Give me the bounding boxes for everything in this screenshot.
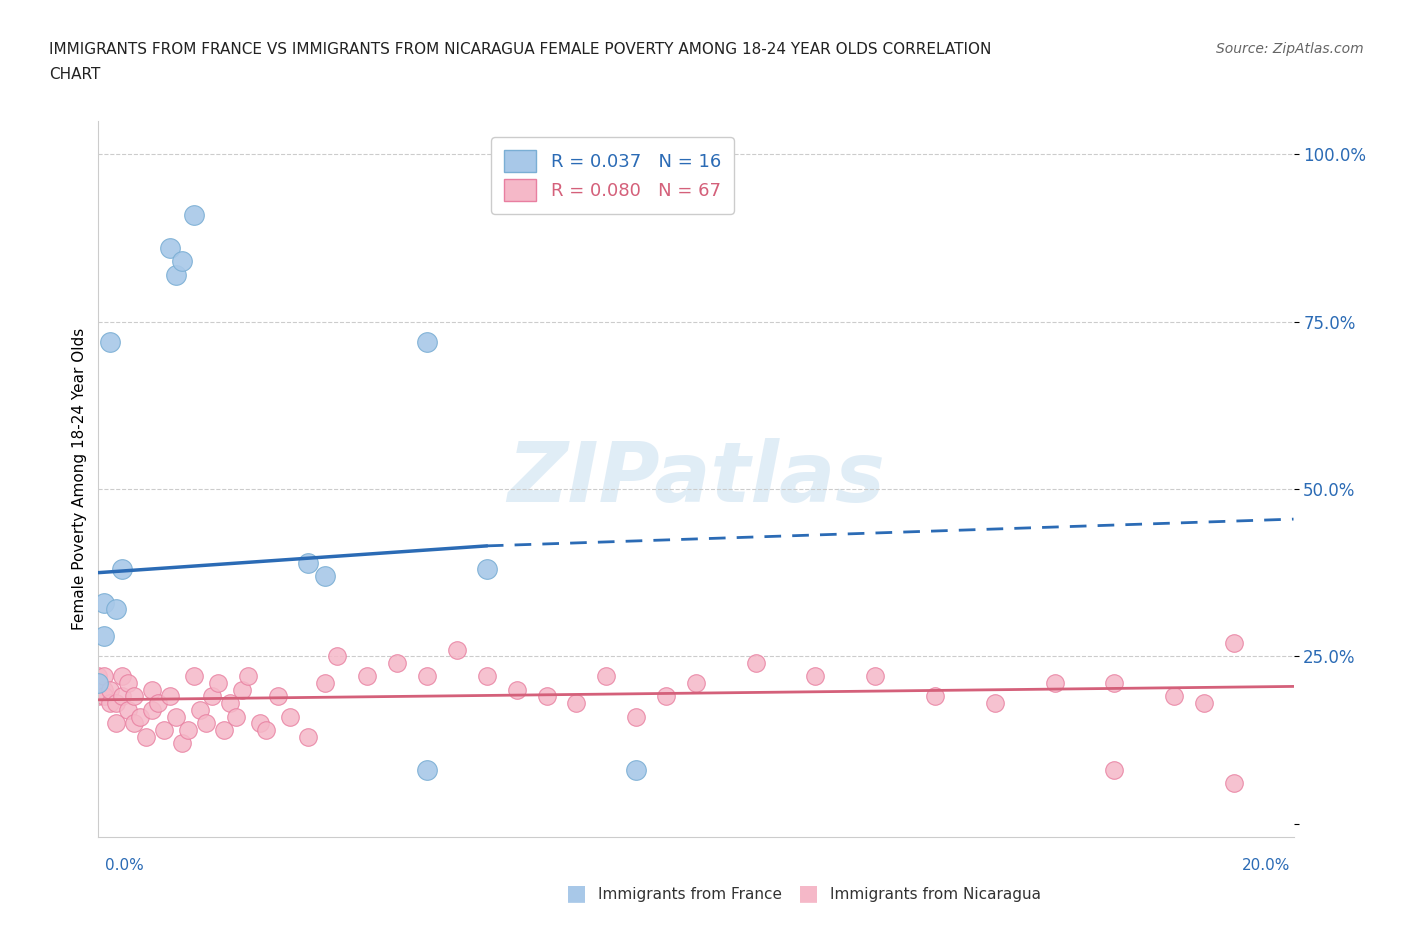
Point <box>385 656 409 671</box>
Point <box>1043 675 1066 690</box>
Point <box>105 696 128 711</box>
Point <box>315 568 337 583</box>
Point <box>87 669 110 684</box>
Point <box>446 643 468 658</box>
Point <box>135 729 157 744</box>
Point <box>165 709 187 724</box>
Point <box>148 696 170 711</box>
Point <box>105 716 128 731</box>
Point <box>207 675 229 690</box>
Point <box>231 683 253 698</box>
Point <box>117 702 139 717</box>
Text: ■: ■ <box>567 883 586 903</box>
Point <box>865 669 887 684</box>
Point <box>165 268 187 283</box>
Point <box>1223 776 1246 790</box>
Point <box>141 702 163 717</box>
Point <box>111 669 134 684</box>
Point <box>506 683 529 698</box>
Point <box>356 669 378 684</box>
Point <box>93 669 115 684</box>
Point <box>93 683 115 698</box>
Point <box>745 656 768 671</box>
Point <box>626 709 648 724</box>
Point <box>595 669 617 684</box>
Y-axis label: Female Poverty Among 18-24 Year Olds: Female Poverty Among 18-24 Year Olds <box>72 328 87 631</box>
Point <box>183 669 205 684</box>
Point <box>188 702 211 717</box>
Point <box>536 689 558 704</box>
Point <box>111 689 134 704</box>
Point <box>225 709 247 724</box>
Point <box>297 729 319 744</box>
Point <box>924 689 946 704</box>
Point <box>219 696 242 711</box>
Text: ZIPatlas: ZIPatlas <box>508 438 884 520</box>
Point <box>278 709 301 724</box>
Point <box>1104 763 1126 777</box>
Point <box>984 696 1007 711</box>
Point <box>141 683 163 698</box>
Point <box>804 669 827 684</box>
Text: Immigrants from Nicaragua: Immigrants from Nicaragua <box>830 887 1040 902</box>
Point <box>249 716 271 731</box>
Point <box>297 555 319 570</box>
Point <box>87 675 110 690</box>
Point <box>1104 675 1126 690</box>
Legend: R = 0.037   N = 16, R = 0.080   N = 67: R = 0.037 N = 16, R = 0.080 N = 67 <box>491 137 734 214</box>
Point <box>98 696 122 711</box>
Point <box>685 675 707 690</box>
Point <box>267 689 290 704</box>
Point <box>124 716 146 731</box>
Point <box>416 334 439 349</box>
Point <box>195 716 218 731</box>
Text: IMMIGRANTS FROM FRANCE VS IMMIGRANTS FROM NICARAGUA FEMALE POVERTY AMONG 18-24 Y: IMMIGRANTS FROM FRANCE VS IMMIGRANTS FRO… <box>49 42 991 57</box>
Point <box>1223 635 1246 650</box>
Point <box>475 562 498 577</box>
Point <box>93 629 115 644</box>
Point <box>326 649 349 664</box>
Point <box>93 689 115 704</box>
Point <box>105 602 128 617</box>
Point <box>416 763 439 777</box>
Text: ■: ■ <box>799 883 818 903</box>
Text: 0.0%: 0.0% <box>105 857 145 872</box>
Point <box>159 689 181 704</box>
Point <box>201 689 224 704</box>
Point <box>212 723 235 737</box>
Point <box>98 334 122 349</box>
Text: Source: ZipAtlas.com: Source: ZipAtlas.com <box>1216 42 1364 56</box>
Point <box>129 709 152 724</box>
Point <box>1192 696 1215 711</box>
Point <box>565 696 588 711</box>
Point <box>111 562 134 577</box>
Point <box>124 689 146 704</box>
Point <box>236 669 259 684</box>
Point <box>315 675 337 690</box>
Point <box>172 736 194 751</box>
Point <box>159 241 181 256</box>
Point <box>117 675 139 690</box>
Point <box>98 683 122 698</box>
Text: 20.0%: 20.0% <box>1243 857 1291 872</box>
Point <box>1163 689 1185 704</box>
Point <box>87 689 110 704</box>
Text: Immigrants from France: Immigrants from France <box>598 887 782 902</box>
Text: CHART: CHART <box>49 67 101 82</box>
Point <box>87 675 110 690</box>
Point <box>183 207 205 222</box>
Point <box>655 689 678 704</box>
Point <box>626 763 648 777</box>
Point <box>475 669 498 684</box>
Point <box>254 723 277 737</box>
Point <box>177 723 200 737</box>
Point <box>93 595 115 610</box>
Point <box>153 723 176 737</box>
Point <box>416 669 439 684</box>
Point <box>172 254 194 269</box>
